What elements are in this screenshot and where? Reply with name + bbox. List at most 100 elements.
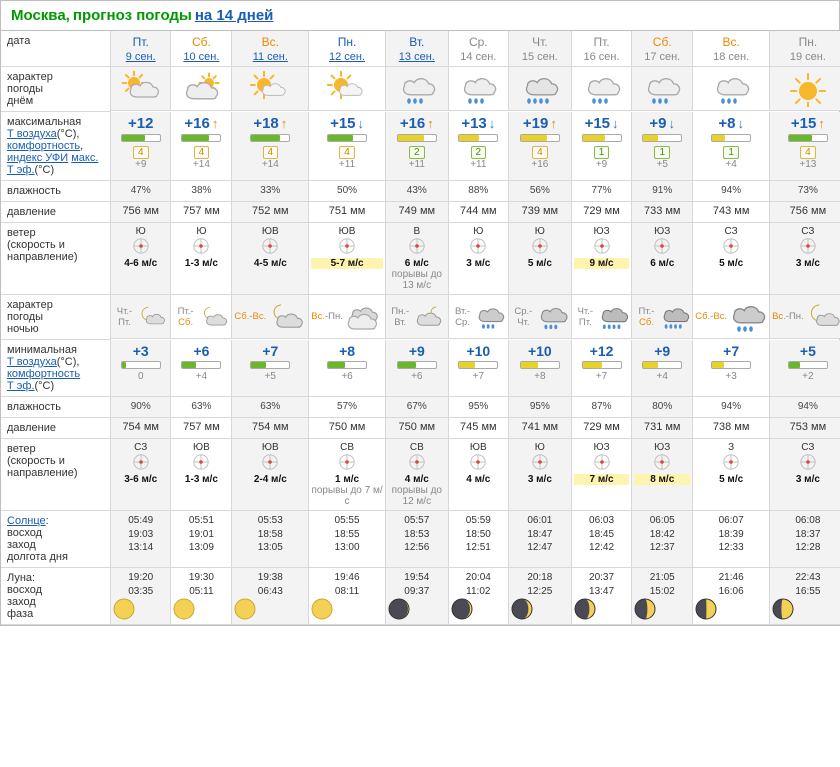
- day-weather-icon: [632, 67, 693, 111]
- tmax-cell: +18↑ 4 +14: [232, 112, 309, 181]
- pressure-cell: 757 мм: [171, 202, 232, 223]
- label-night-char: характерпогодыночью: [1, 295, 111, 340]
- npressure-cell: 754 мм: [232, 418, 309, 439]
- tmax-cell: +16↑ 2 +11: [386, 112, 449, 181]
- night-weather-icon: Ср.-Чт.: [509, 295, 572, 339]
- day-weather-icon: [572, 67, 632, 111]
- moon-cell: 21:4616:06: [693, 568, 770, 625]
- humidity-cell: 33%: [232, 181, 309, 202]
- nhumidity-cell: 90%: [111, 397, 171, 418]
- moon-cell: 19:5409:37: [386, 568, 449, 625]
- night-weather-icon: Пт.-Сб.: [171, 295, 232, 339]
- night-weather-icon: Вс.-Пн.: [309, 295, 386, 339]
- tmax-cell: +19↑ 4 +16: [509, 112, 572, 181]
- day-header[interactable]: Пт.9 сен.: [111, 31, 171, 67]
- tmax-cell: +16↑ 4 +14: [171, 112, 232, 181]
- moon-cell: 21:0515:02: [632, 568, 693, 625]
- label-date: дата: [1, 31, 111, 67]
- label-pressure: давление: [1, 202, 111, 223]
- day-header[interactable]: Сб.10 сен.: [171, 31, 232, 67]
- tmin-cell: +8 +6: [309, 340, 386, 397]
- night-weather-icon: Сб.-Вс.: [693, 295, 770, 339]
- title-bar: Москва, прогноз погоды на 14 дней: [1, 1, 839, 31]
- humidity-cell: 50%: [309, 181, 386, 202]
- tmin-cell: +10 +8: [509, 340, 572, 397]
- night-weather-icon: Вс.-Пн.: [770, 295, 840, 339]
- day-weather-icon: [309, 67, 386, 111]
- nhumidity-cell: 95%: [449, 397, 509, 418]
- tmin-cell: +9 +6: [386, 340, 449, 397]
- sun-times-cell: 05:5318:5813:05: [232, 511, 309, 568]
- wind-night-cell: З5 м/с: [693, 439, 770, 511]
- sun-times-cell: 05:5718:5312:56: [386, 511, 449, 568]
- tmin-cell: +5 +2: [770, 340, 840, 397]
- tmax-cell: +9↓ 1 +5: [632, 112, 693, 181]
- day-header: Чт.15 сен.: [509, 31, 572, 67]
- label-moon: Луна:восходзаходфаза: [1, 568, 111, 625]
- tmax-cell: +15↓ 1 +9: [572, 112, 632, 181]
- humidity-cell: 56%: [509, 181, 572, 202]
- moon-cell: 19:3005:11: [171, 568, 232, 625]
- wind-day-cell: Ю1-3 м/с: [171, 223, 232, 295]
- sun-times-cell: 06:0818:3712:28: [770, 511, 840, 568]
- wind-day-cell: ЮЗ9 м/с: [572, 223, 632, 295]
- sun-times-cell: 05:5119:0113:09: [171, 511, 232, 568]
- day-header[interactable]: Вт.13 сен.: [386, 31, 449, 67]
- sun-times-cell: 06:0118:4712:47: [509, 511, 572, 568]
- npressure-cell: 750 мм: [386, 418, 449, 439]
- pressure-cell: 756 мм: [111, 202, 171, 223]
- sun-times-cell: 06:0318:4512:42: [572, 511, 632, 568]
- tmin-cell: +9 +4: [632, 340, 693, 397]
- moon-cell: 20:3713:47: [572, 568, 632, 625]
- label-npressure: давление: [1, 418, 111, 439]
- day-header: Пт.16 сен.: [572, 31, 632, 67]
- npressure-cell: 757 мм: [171, 418, 232, 439]
- day-weather-icon: [111, 67, 171, 111]
- tmin-cell: +6 +4: [171, 340, 232, 397]
- nhumidity-cell: 63%: [171, 397, 232, 418]
- npressure-cell: 753 мм: [770, 418, 840, 439]
- pressure-cell: 733 мм: [632, 202, 693, 223]
- humidity-cell: 43%: [386, 181, 449, 202]
- night-weather-icon: Сб.-Вс.: [232, 295, 309, 339]
- npressure-cell: 754 мм: [111, 418, 171, 439]
- link-14-days[interactable]: на 14 дней: [195, 7, 274, 24]
- day-weather-icon: [449, 67, 509, 111]
- tmax-cell: +15↑ 4 +13: [770, 112, 840, 181]
- tmin-cell: +3 0: [111, 340, 171, 397]
- label-sun: Солнце:восходзаходдолгота дня: [1, 511, 111, 568]
- wind-day-cell: ЮВ5-7 м/с: [309, 223, 386, 295]
- tmax-cell: +15↓ 4 +11: [309, 112, 386, 181]
- wind-day-cell: ЮЗ6 м/с: [632, 223, 693, 295]
- pressure-cell: 743 мм: [693, 202, 770, 223]
- npressure-cell: 738 мм: [693, 418, 770, 439]
- pressure-cell: 749 мм: [386, 202, 449, 223]
- wind-day-cell: Ю3 м/с: [449, 223, 509, 295]
- label-wind: ветер(скорость инаправление): [1, 223, 111, 295]
- wind-day-cell: СЗ5 м/с: [693, 223, 770, 295]
- wind-night-cell: ЮВ1-3 м/с: [171, 439, 232, 511]
- day-header: Пн.19 сен.: [770, 31, 840, 67]
- nhumidity-cell: 63%: [232, 397, 309, 418]
- label-day-char: характерпогодыднём: [1, 67, 111, 112]
- moon-cell: 19:4608:11: [309, 568, 386, 625]
- label-humidity: влажность: [1, 181, 111, 202]
- npressure-cell: 731 мм: [632, 418, 693, 439]
- night-weather-icon: Чт.-Пт.: [111, 295, 171, 339]
- nhumidity-cell: 95%: [509, 397, 572, 418]
- day-header[interactable]: Вс.11 сен.: [232, 31, 309, 67]
- day-header[interactable]: Пн.12 сен.: [309, 31, 386, 67]
- forecast-grid: датаПт.9 сен.Сб.10 сен.Вс.11 сен.Пн.12 с…: [1, 31, 839, 625]
- day-weather-icon: [171, 67, 232, 111]
- title-text: прогноз погоды: [73, 7, 192, 24]
- nhumidity-cell: 67%: [386, 397, 449, 418]
- pressure-cell: 739 мм: [509, 202, 572, 223]
- humidity-cell: 88%: [449, 181, 509, 202]
- sun-times-cell: 06:0718:3912:33: [693, 511, 770, 568]
- npressure-cell: 729 мм: [572, 418, 632, 439]
- wind-day-cell: В6 м/спорывы до 13 м/с: [386, 223, 449, 295]
- sun-times-cell: 05:4919:0313:14: [111, 511, 171, 568]
- sun-times-cell: 05:5518:5513:00: [309, 511, 386, 568]
- nhumidity-cell: 87%: [572, 397, 632, 418]
- sun-times-cell: 05:5918:5012:51: [449, 511, 509, 568]
